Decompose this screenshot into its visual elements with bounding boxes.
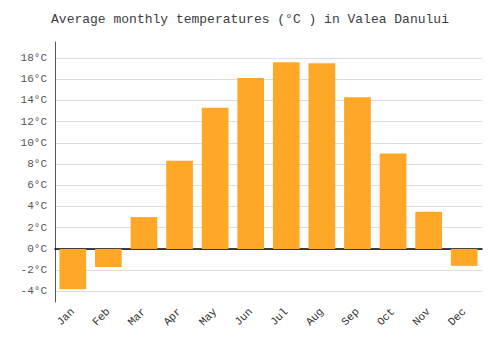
svg-text:12°C: 12°C <box>21 116 48 128</box>
svg-text:16°C: 16°C <box>21 73 48 85</box>
svg-text:Aug: Aug <box>304 306 326 328</box>
svg-text:May: May <box>197 305 220 328</box>
svg-text:Oct: Oct <box>375 306 397 328</box>
svg-text:-2°C: -2°C <box>21 264 48 276</box>
svg-text:0°C: 0°C <box>27 243 47 255</box>
svg-text:4°C: 4°C <box>27 200 47 212</box>
svg-text:8°C: 8°C <box>27 158 47 170</box>
svg-text:Average monthly temperatures (: Average monthly temperatures (°C ) in Va… <box>51 12 449 27</box>
svg-text:Nov: Nov <box>410 305 433 328</box>
svg-text:-4°C: -4°C <box>21 285 48 297</box>
svg-text:Dec: Dec <box>446 306 468 328</box>
svg-text:18°C: 18°C <box>21 52 48 64</box>
svg-text:Feb: Feb <box>90 306 112 328</box>
svg-text:2°C: 2°C <box>27 222 47 234</box>
svg-text:Mar: Mar <box>126 306 148 328</box>
svg-text:Sep: Sep <box>339 306 361 328</box>
svg-text:Jun: Jun <box>232 306 254 328</box>
svg-text:Jul: Jul <box>268 306 290 328</box>
svg-text:6°C: 6°C <box>27 179 47 191</box>
svg-text:10°C: 10°C <box>21 137 48 149</box>
svg-text:14°C: 14°C <box>21 94 48 106</box>
svg-text:Jan: Jan <box>55 306 77 328</box>
svg-text:Apr: Apr <box>161 306 183 328</box>
